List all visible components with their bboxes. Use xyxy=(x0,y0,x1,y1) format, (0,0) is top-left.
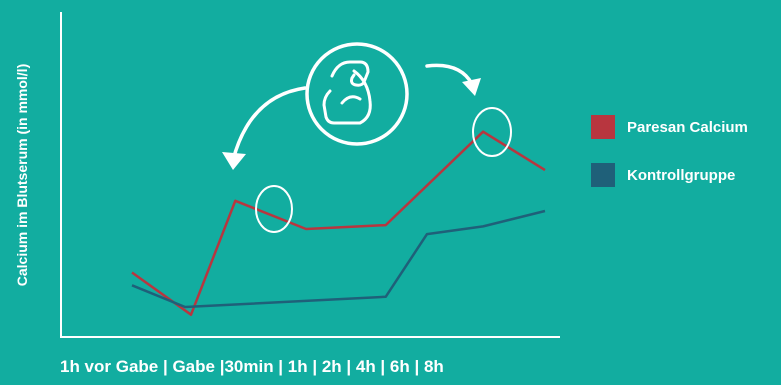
series-line-paresan xyxy=(131,130,546,316)
legend-label-paresan: Paresan Calcium xyxy=(627,118,748,136)
legend-swatch-paresan xyxy=(591,115,615,139)
series-line-kontroll xyxy=(131,209,546,309)
arrow-right-icon xyxy=(425,63,481,96)
legend: Paresan Calcium Kontrollgruppe xyxy=(591,114,748,210)
highlight-circle-30min xyxy=(255,185,293,233)
legend-swatch-kontroll xyxy=(591,163,615,187)
legend-item-kontroll: Kontrollgruppe xyxy=(591,162,748,188)
highlight-circle-6h xyxy=(472,107,512,157)
muscle-icon xyxy=(305,42,409,146)
legend-label-kontroll: Kontrollgruppe xyxy=(627,166,736,184)
x-axis-label: 1h vor Gabe | Gabe |30min | 1h | 2h | 4h… xyxy=(60,357,444,376)
series-layer xyxy=(131,130,546,316)
y-axis-label: Calcium im Blutserum (in mmol/l) xyxy=(14,63,30,287)
arrow-left-icon xyxy=(222,86,307,170)
legend-item-paresan: Paresan Calcium xyxy=(591,114,748,140)
